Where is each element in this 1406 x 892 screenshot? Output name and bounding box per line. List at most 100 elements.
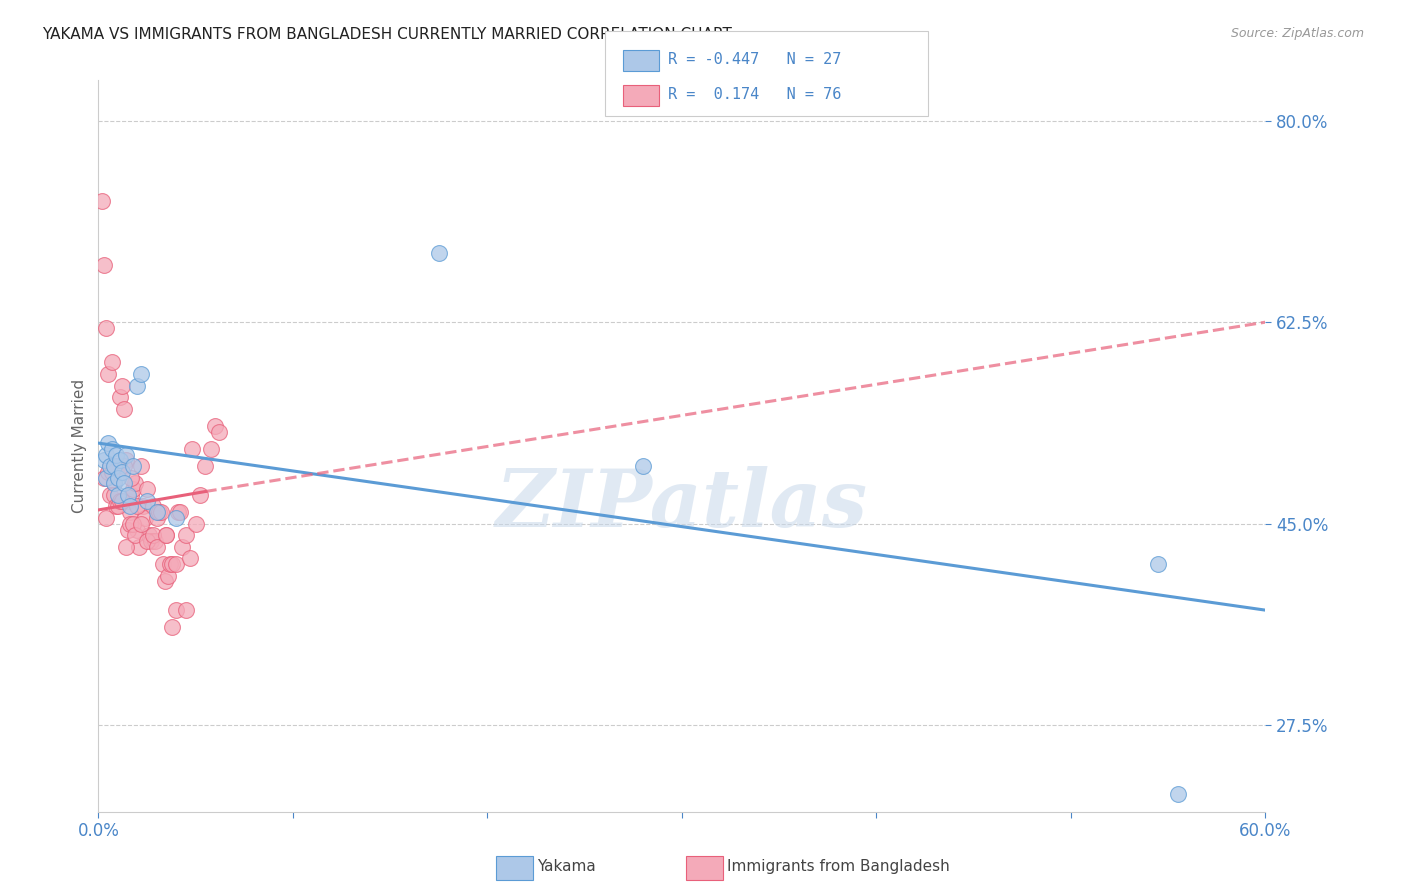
Point xyxy=(118,505,141,519)
Point xyxy=(124,528,146,542)
Point xyxy=(98,459,121,474)
Point xyxy=(152,557,174,571)
Point xyxy=(631,459,654,474)
Point xyxy=(93,471,115,485)
Point xyxy=(122,516,145,531)
Point xyxy=(129,367,152,381)
Point xyxy=(97,465,120,479)
Point xyxy=(180,442,202,456)
Point xyxy=(97,367,120,381)
Point xyxy=(112,459,135,474)
Point xyxy=(170,540,193,554)
Point xyxy=(153,574,176,589)
Point xyxy=(134,511,156,525)
Point xyxy=(114,453,136,467)
Y-axis label: Currently Married: Currently Married xyxy=(72,379,87,513)
Point xyxy=(111,493,134,508)
Point xyxy=(174,603,197,617)
Point xyxy=(112,401,135,416)
Point xyxy=(184,516,207,531)
Point xyxy=(96,448,118,462)
Point xyxy=(129,516,152,531)
Point xyxy=(162,557,184,571)
Point xyxy=(127,523,149,537)
Point xyxy=(93,258,115,272)
Point xyxy=(127,378,149,392)
Point xyxy=(107,500,129,514)
Point xyxy=(167,505,190,519)
Text: Immigrants from Bangladesh: Immigrants from Bangladesh xyxy=(727,859,949,873)
Point xyxy=(121,488,143,502)
Point xyxy=(97,436,120,450)
Text: Source: ZipAtlas.com: Source: ZipAtlas.com xyxy=(1230,27,1364,40)
Point xyxy=(127,500,149,514)
Point xyxy=(169,505,191,519)
Point xyxy=(155,528,177,542)
Point xyxy=(139,534,162,549)
Point xyxy=(104,448,127,462)
Point xyxy=(146,505,169,519)
Point xyxy=(157,568,180,582)
Point xyxy=(98,459,121,474)
Point xyxy=(148,505,170,519)
Point xyxy=(103,476,125,491)
Point xyxy=(159,557,181,571)
Point xyxy=(179,551,201,566)
Point xyxy=(1147,557,1170,571)
Point xyxy=(121,471,143,485)
Text: R =  0.174   N = 76: R = 0.174 N = 76 xyxy=(668,87,841,102)
Point xyxy=(165,603,187,617)
Point xyxy=(117,488,139,502)
Point xyxy=(98,488,121,502)
Point xyxy=(122,459,145,474)
Text: YAKAMA VS IMMIGRANTS FROM BANGLADESH CURRENTLY MARRIED CORRELATION CHART: YAKAMA VS IMMIGRANTS FROM BANGLADESH CUR… xyxy=(42,27,733,42)
Point xyxy=(117,523,139,537)
Point xyxy=(142,528,165,542)
Point xyxy=(107,488,129,502)
Point xyxy=(136,534,159,549)
Point xyxy=(104,459,127,474)
Point xyxy=(103,459,125,474)
Point xyxy=(149,505,172,519)
Point xyxy=(165,511,187,525)
Point xyxy=(118,500,141,514)
Point xyxy=(108,453,131,467)
Point xyxy=(136,482,159,496)
Point xyxy=(129,459,152,474)
Point xyxy=(93,453,115,467)
Point xyxy=(204,418,226,433)
Point xyxy=(143,534,166,549)
Point xyxy=(107,471,129,485)
Point xyxy=(142,500,165,514)
Point xyxy=(194,459,217,474)
Point xyxy=(111,465,134,479)
Point xyxy=(111,378,134,392)
Point xyxy=(162,620,184,634)
Point xyxy=(122,482,145,496)
Text: Yakama: Yakama xyxy=(537,859,596,873)
Point xyxy=(114,448,136,462)
Point xyxy=(146,511,169,525)
Point xyxy=(108,390,131,404)
Point xyxy=(101,442,124,456)
Point xyxy=(103,488,125,502)
Point xyxy=(155,528,177,542)
Point xyxy=(427,246,450,260)
Point xyxy=(188,488,211,502)
Text: ZIPatlas: ZIPatlas xyxy=(496,466,868,543)
Point xyxy=(136,493,159,508)
Point xyxy=(108,493,131,508)
Point xyxy=(103,476,125,491)
Point xyxy=(117,493,139,508)
Point xyxy=(107,459,129,474)
Point xyxy=(1167,788,1189,802)
Point xyxy=(114,540,136,554)
Point xyxy=(174,528,197,542)
Point xyxy=(104,500,127,514)
Point xyxy=(128,540,150,554)
Point xyxy=(132,500,155,514)
Point xyxy=(101,355,124,369)
Point xyxy=(208,425,231,439)
Point xyxy=(200,442,222,456)
Text: R = -0.447   N = 27: R = -0.447 N = 27 xyxy=(668,53,841,67)
